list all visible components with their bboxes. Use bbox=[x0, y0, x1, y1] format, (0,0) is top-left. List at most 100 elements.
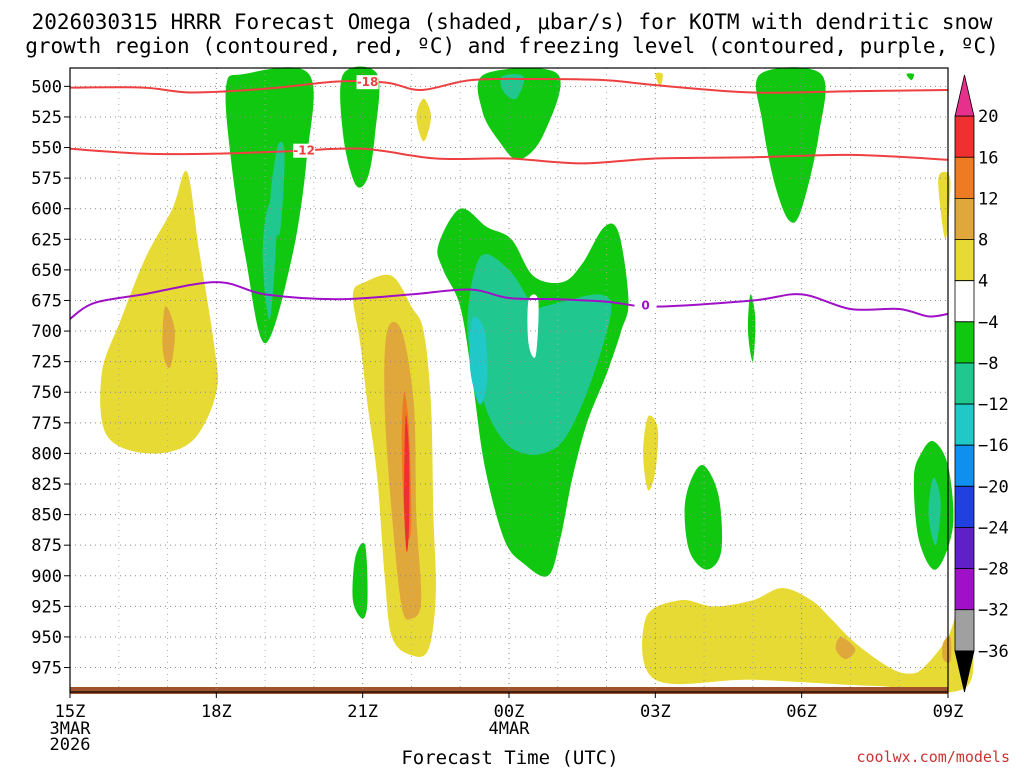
colorbar-label: 20 bbox=[978, 107, 998, 127]
omega-region-upper-green-dot bbox=[906, 73, 915, 81]
y-tick-label: 800 bbox=[31, 444, 62, 464]
y-tick-label: 750 bbox=[31, 383, 62, 403]
omega-region-left-yellow bbox=[100, 170, 218, 454]
x-tick-sublabel: 4MAR bbox=[489, 719, 531, 739]
colorbar-swatch bbox=[954, 609, 975, 652]
omega-region-upper-cyan-1b bbox=[269, 141, 285, 236]
omega-region-green-spot-900 bbox=[352, 542, 368, 619]
omega-region-yellow-spot-2 bbox=[655, 72, 663, 87]
y-tick-label: 775 bbox=[31, 414, 62, 434]
x-tick-label: 06Z bbox=[786, 702, 817, 722]
chart-title: 2026030315 HRRR Forecast Omega (shaded, … bbox=[32, 10, 993, 34]
y-tick-label: 900 bbox=[31, 567, 62, 587]
colorbar-swatch bbox=[954, 321, 975, 364]
colorbar-swatch bbox=[954, 444, 975, 487]
colorbar-label: 12 bbox=[978, 189, 998, 209]
omega-region-bottom-orange-spot bbox=[835, 636, 856, 659]
colorbar-label: 8 bbox=[978, 231, 988, 251]
colorbar-label: −12 bbox=[978, 395, 1009, 415]
contour-label-bg bbox=[293, 143, 316, 158]
x-tick-sublabel: 3MAR bbox=[50, 719, 92, 739]
y-tick-label: 625 bbox=[31, 230, 62, 250]
colorbar-swatch bbox=[954, 280, 975, 323]
contour-label-dgz-minus-12: -12 bbox=[293, 144, 315, 158]
y-tick-label: 950 bbox=[31, 628, 62, 648]
x-tick-sublabel: 2026 bbox=[50, 735, 91, 755]
y-tick-label: 600 bbox=[31, 200, 62, 220]
omega-region-mid-cyan bbox=[469, 316, 488, 405]
colorbar-swatch bbox=[954, 198, 975, 240]
colorbar-label: −36 bbox=[978, 642, 1009, 662]
colorbar-swatch bbox=[954, 568, 975, 611]
omega-region-bottom-yellow bbox=[642, 588, 974, 693]
y-tick-label: 675 bbox=[31, 291, 62, 311]
x-tick-label: 15Z bbox=[55, 702, 86, 722]
omega-region-right-green-lower-1 bbox=[684, 464, 723, 570]
colorbar-swatch bbox=[954, 74, 975, 117]
contour-dgz-minus-18 bbox=[69, 77, 949, 94]
temperature-contours: -18 -12 0 bbox=[69, 75, 949, 320]
contour-label-freezing-level: 0 bbox=[641, 299, 649, 313]
omega-region-left-orange bbox=[162, 306, 176, 369]
plot-area: -18 -12 0 bbox=[69, 66, 974, 694]
x-tick-label: 18Z bbox=[201, 702, 232, 722]
contour-dgz-minus-12 bbox=[69, 147, 949, 165]
colorbar-swatch bbox=[954, 115, 975, 158]
colorbar-swatch bbox=[954, 527, 975, 569]
colorbar-label: −16 bbox=[978, 436, 1009, 456]
omega-region-upper-green-3 bbox=[477, 67, 561, 160]
y-tick-label: 925 bbox=[31, 597, 62, 617]
y-tick-label: 525 bbox=[31, 108, 62, 128]
omega-region-right-teal-lower-2 bbox=[928, 477, 941, 546]
colorbar: 20 16 12 8 4 −4 −8 −12 −16 −20 −24 −28 −32 −36 bbox=[954, 74, 1009, 693]
colorbar-swatch bbox=[954, 239, 975, 282]
credit-text: coolwx.com/models bbox=[856, 748, 1010, 766]
y-tick-label: 575 bbox=[31, 169, 62, 189]
omega-region-mid-white-notch bbox=[527, 294, 539, 358]
contour-label-bg bbox=[356, 75, 379, 90]
omega-region-upper-cyan-3 bbox=[500, 74, 525, 100]
chart-title-line2: growth region (contoured, red, ºC) and f… bbox=[25, 34, 999, 58]
x-tick-label: 09Z bbox=[933, 702, 964, 722]
y-axis: 500 525 550 575 600 625 650 675 700 725 750 775 800 8… bbox=[31, 77, 70, 679]
omega-region-green-spot-small bbox=[747, 294, 756, 362]
contour-label-bg bbox=[634, 298, 657, 313]
y-tick-label: 975 bbox=[31, 659, 62, 679]
contour-freezing-level bbox=[69, 281, 949, 320]
omega-region-bottom-orange-spot-2 bbox=[942, 636, 952, 664]
omega-region-yellow-spot-1 bbox=[416, 98, 431, 142]
colorbar-swatch bbox=[954, 156, 975, 199]
x-tick-label: 00Z bbox=[494, 702, 525, 722]
omega-region-upper-cyan-1 bbox=[262, 198, 278, 320]
contour-label-dgz-minus-18: -18 bbox=[357, 75, 379, 89]
colorbar-label: −28 bbox=[978, 560, 1009, 580]
colorbar-swatch bbox=[954, 485, 975, 528]
y-tick-label: 700 bbox=[31, 322, 62, 342]
colorbar-label: −32 bbox=[978, 601, 1009, 621]
colorbar-label: 16 bbox=[978, 148, 998, 168]
x-axis-label: Forecast Time (UTC) bbox=[401, 747, 618, 768]
y-tick-label: 725 bbox=[31, 353, 62, 373]
colorbar-label: −4 bbox=[978, 313, 998, 333]
y-tick-label: 500 bbox=[31, 77, 62, 97]
x-tick-label: 21Z bbox=[347, 702, 378, 722]
y-tick-label: 650 bbox=[31, 261, 62, 281]
colorbar-label: −24 bbox=[978, 518, 1009, 538]
omega-region-mid-teal bbox=[467, 254, 612, 455]
colorbar-swatch bbox=[954, 650, 975, 693]
colorbar-swatch bbox=[954, 403, 975, 446]
y-tick-label: 875 bbox=[31, 536, 62, 556]
ground-surface bbox=[70, 687, 948, 694]
x-tick-label: 03Z bbox=[640, 702, 671, 722]
y-tick-label: 550 bbox=[31, 139, 62, 159]
colorbar-label: 4 bbox=[978, 272, 988, 292]
omega-region-upper-green-2 bbox=[340, 66, 380, 188]
omega-shading bbox=[100, 66, 974, 693]
omega-region-upper-green-4 bbox=[755, 67, 826, 223]
omega-region-mid-darkred bbox=[404, 415, 410, 553]
colorbar-label: −20 bbox=[978, 477, 1009, 497]
y-tick-label: 825 bbox=[31, 475, 62, 495]
y-tick-label: 850 bbox=[31, 506, 62, 526]
colorbar-swatch bbox=[954, 362, 975, 405]
